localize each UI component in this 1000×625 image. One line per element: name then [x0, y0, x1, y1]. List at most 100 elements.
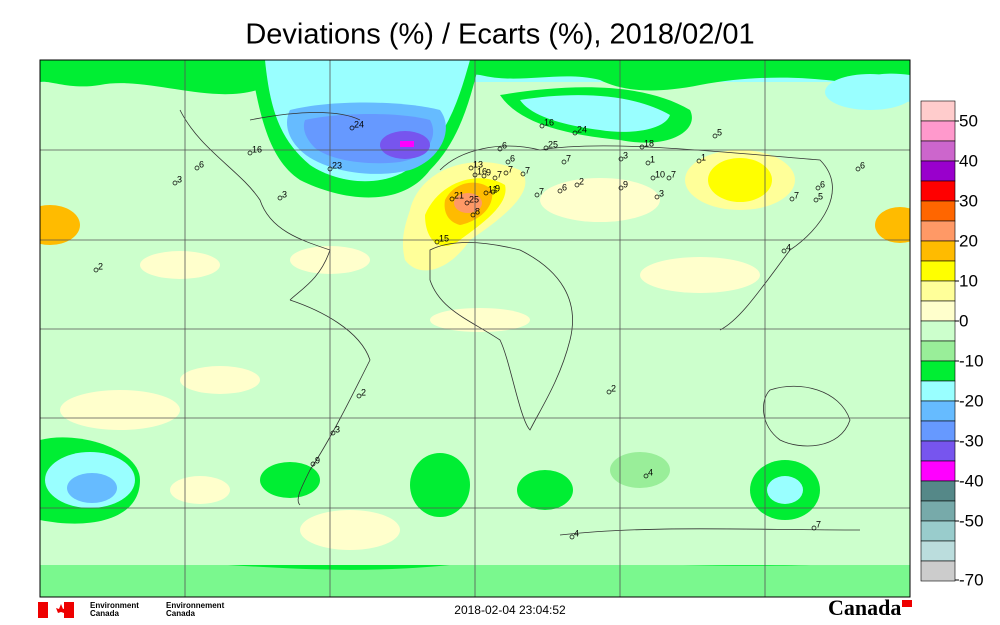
- legend-swatch: [920, 300, 956, 322]
- station-label: 7: [794, 190, 799, 200]
- station-label: 7: [539, 186, 544, 196]
- station-marker: [569, 534, 575, 540]
- station-marker: [643, 473, 649, 479]
- station-label: 7: [497, 169, 502, 179]
- logo-fr-2: Canada: [166, 609, 195, 618]
- legend-swatch: [920, 100, 956, 122]
- legend-swatch: [920, 180, 956, 202]
- legend-swatch: [920, 380, 956, 402]
- station-marker: [310, 461, 316, 467]
- station-marker: [277, 195, 283, 201]
- station-marker: [492, 175, 498, 181]
- legend-label: -70: [959, 570, 984, 589]
- legend-swatch: [920, 420, 956, 442]
- station-label: 3: [659, 188, 664, 198]
- station-label: 3: [177, 174, 182, 184]
- station-label: 7: [508, 164, 513, 174]
- station-marker: [468, 165, 474, 171]
- station-marker: [712, 133, 718, 139]
- station-marker: [543, 145, 549, 151]
- station-marker: [434, 239, 440, 245]
- station-label: 9: [486, 167, 491, 177]
- station-marker: [327, 166, 333, 172]
- station-marker: [470, 212, 476, 218]
- station-label: 3: [282, 189, 287, 199]
- station-marker: [481, 173, 487, 179]
- legend-label: -10: [959, 351, 984, 370]
- station-label: 3: [335, 424, 340, 434]
- station-marker: [483, 190, 489, 196]
- station-label: 6: [502, 140, 507, 150]
- station-label: 6: [562, 182, 567, 192]
- station-marker: [349, 125, 355, 131]
- station-label: 7: [671, 169, 676, 179]
- title: Deviations (%) / Ecarts (%), 2018/02/01: [245, 19, 754, 51]
- legend-label: -50: [959, 511, 984, 530]
- station-label: 1: [701, 152, 706, 162]
- legend-label: 20: [959, 231, 978, 250]
- station-marker: [557, 188, 563, 194]
- legend-label: 10: [959, 271, 978, 290]
- timestamp: 2018-02-04 23:04:52: [454, 603, 566, 617]
- station-marker: [194, 165, 200, 171]
- legend-label: -30: [959, 431, 984, 450]
- legend-swatch: [920, 460, 956, 482]
- station-label: 16: [544, 117, 554, 127]
- station-marker: [811, 525, 817, 531]
- station-label: 9: [315, 455, 320, 465]
- legend-swatch: [920, 560, 956, 582]
- station-label: 18: [644, 138, 654, 148]
- legend-swatch: [920, 260, 956, 282]
- station-label: 23: [332, 160, 342, 170]
- station-marker: [645, 160, 651, 166]
- station-marker: [618, 185, 624, 191]
- legend-label: 40: [959, 151, 978, 170]
- station-label: 16: [477, 166, 487, 176]
- legend-swatch: [920, 140, 956, 162]
- station-marker: [618, 156, 624, 162]
- station-label: 9: [495, 183, 500, 193]
- station-marker: [247, 150, 253, 156]
- station-marker: [464, 200, 470, 206]
- legend-label: 0: [959, 311, 968, 330]
- station-marker: [330, 430, 336, 436]
- legend-swatch: [920, 320, 956, 342]
- legend-swatch: [920, 340, 956, 362]
- station-marker: [606, 389, 612, 395]
- legend-swatch: [920, 540, 956, 562]
- station-label: 13: [473, 159, 483, 169]
- legend-label: 30: [959, 191, 978, 210]
- station-label: 25: [548, 139, 558, 149]
- station-label: 1: [650, 154, 655, 164]
- legend-swatch: [920, 480, 956, 502]
- station-marker: [503, 170, 509, 176]
- station-marker: [574, 182, 580, 188]
- legend-label: -20: [959, 391, 984, 410]
- station-label: 4: [648, 467, 653, 477]
- station-label: 8: [475, 206, 480, 216]
- logo-en-2: Canada: [90, 609, 119, 618]
- station-marker: [172, 180, 178, 186]
- station-marker: [572, 130, 578, 136]
- station-marker: [490, 189, 496, 195]
- legend-swatch: [920, 360, 956, 382]
- station-label: 21: [454, 190, 464, 200]
- station-marker: [561, 159, 567, 165]
- legend-label: 50: [959, 111, 978, 130]
- station-marker: [93, 267, 99, 273]
- legend-swatch: [920, 120, 956, 142]
- station-label: 24: [354, 119, 364, 129]
- station-marker: [449, 196, 455, 202]
- station-marker: [666, 175, 672, 181]
- station-marker: [696, 158, 702, 164]
- station-label: 6: [510, 153, 515, 163]
- station-marker: [654, 194, 660, 200]
- station-label: 6: [199, 159, 204, 169]
- station-label: 6: [820, 179, 825, 189]
- station-label: 24: [577, 124, 587, 134]
- station-label: 15: [439, 233, 449, 243]
- station-marker: [815, 185, 821, 191]
- wordmark: Canada: [828, 595, 901, 620]
